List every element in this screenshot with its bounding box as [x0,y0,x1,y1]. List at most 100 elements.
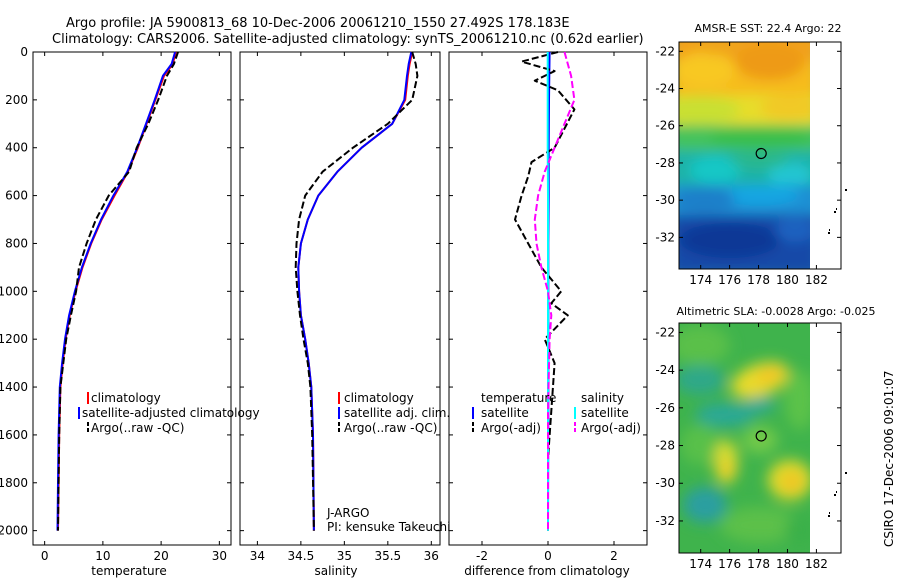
salinity-legend: climatology satellite adj. clim. Argo(..… [338,391,450,435]
map-x-tick-label: 182 [805,273,828,287]
map-y-tick-label: -30 [655,476,675,490]
map-y-tick-label: -22 [655,44,675,58]
map-y-tick-label: -24 [655,82,675,96]
series-line-satellite-adj-clim- [297,51,413,531]
sst-heatmap [679,42,810,269]
difference-legend: temperature satellite Argo(-adj) salinit… [472,391,641,435]
sst-map-frame [678,41,842,270]
map-x-tick-label: 174 [689,557,712,571]
legend-sal-satellite-label: satellite [581,406,629,420]
map-y-tick-label: -26 [655,119,675,133]
temperature-ticks: 0 10 20 30 0 200 400 600 800 1000 1200 1400 1600 1800… [0,45,231,563]
map-y-tick-label: -22 [655,325,675,339]
y-tick-label: 1600 [0,428,28,442]
sla-map-ticks: 174 176 178 180 182 -22 -24 -26 -28 -30 -32 [655,323,841,571]
legend-argo-label: Argo(..raw -QC) [344,421,437,435]
y-tick-label: 800 [5,236,28,250]
legend-sal-argo-label: Argo(-adj) [581,421,641,435]
temperature-xlabel: temperature [91,564,166,578]
legend-climatology-label: climatology [91,391,161,405]
map-x-tick-label: 182 [805,557,828,571]
legend-temp-satellite-label: satellite [481,406,529,420]
map-x-tick-label: 178 [747,273,770,287]
annotation-program: J-ARGO [326,506,369,520]
difference-ticks: -2 0 2 [449,51,647,563]
map-x-tick-label: 178 [747,557,770,571]
series-line-salinity-argo-adj- [533,51,576,531]
y-tick-label: 0 [20,45,28,59]
figure-title-line2: Climatology: CARS2006. Satellite-adjuste… [52,32,644,47]
series-line-temperature-argo-adj- [514,51,576,531]
sla-map-title: Altimetric SLA: -0.0028 Argo: -0.025 [677,305,876,318]
difference-series [514,51,576,531]
legend-salinity-title: salinity [581,391,624,405]
x-tick-label: -2 [476,549,488,563]
x-tick-label: 34.5 [288,549,315,563]
map-y-tick-label: -28 [655,156,675,170]
y-tick-label: 1800 [0,476,28,490]
legend-climatology-label: climatology [344,391,414,405]
y-tick-label: 1200 [0,332,28,346]
x-tick-label: 30 [212,549,227,563]
map-y-tick-label: -26 [655,401,675,415]
x-tick-label: 35 [337,549,352,563]
x-tick-label: 20 [153,549,168,563]
argo-location-marker [755,430,767,442]
salinity-panel: 34 34.5 35 35.5 36 salinity climatology sate… [239,51,450,578]
x-tick-label: 36 [424,549,439,563]
map-x-tick-label: 174 [689,273,712,287]
x-tick-label: 10 [95,549,110,563]
map-x-tick-label: 176 [718,273,741,287]
sla-heatmap [679,323,810,553]
series-line-argo-raw-qc- [57,51,179,531]
figure-title-line1: Argo profile: JA 5900813_68 10-Dec-2006 … [66,16,570,31]
legend-temperature-title: temperature [481,391,556,405]
sst-map: AMSR-E SST: 22.4 Argo: 22 [655,22,847,287]
sst-map-ticks: 174 176 178 180 182 -22 -24 -26 -28 -30 -32 [655,42,841,287]
legend-satellite-label: satellite-adjusted climatology [82,406,260,420]
sst-map-title: AMSR-E SST: 22.4 Argo: 22 [694,22,841,35]
y-tick-label: 1400 [0,380,28,394]
map-x-tick-label: 180 [776,557,799,571]
y-tick-label: 200 [5,93,28,107]
x-tick-label: 35.5 [374,549,401,563]
argo-location-marker [755,147,767,160]
sla-map: Altimetric SLA: -0.0028 Argo: -0.025 [655,305,875,571]
temperature-plot-frame [32,51,232,546]
y-tick-label: 400 [5,141,28,155]
x-tick-label: 2 [610,549,618,563]
map-y-tick-label: -32 [655,514,675,528]
timestamp-side-text: CSIRO 17-Dec-2006 09:01:07 [882,370,896,547]
x-tick-label: 34 [250,549,265,563]
difference-xlabel: difference from climatology [464,564,630,578]
map-y-tick-label: -28 [655,439,675,453]
series-line-argo-raw-qc- [294,51,419,531]
island-dots [828,189,847,234]
y-tick-label: 2000 [0,524,28,538]
island-dots [828,472,847,517]
y-tick-label: 1000 [0,284,28,298]
map-y-tick-label: -30 [655,193,675,207]
map-x-tick-label: 176 [718,557,741,571]
temperature-panel: 0 10 20 30 0 200 400 600 800 1000 1200 1400 1600 1800… [0,45,260,578]
salinity-plot-frame [239,51,441,546]
map-y-tick-label: -32 [655,230,675,244]
salinity-series [294,51,419,531]
x-tick-label: 0 [41,549,49,563]
difference-panel: -2 0 2 difference from climatology tempera… [448,51,648,578]
salinity-xlabel: salinity [314,564,357,578]
sla-map-frame [678,322,842,554]
y-tick-label: 600 [5,189,28,203]
map-x-tick-label: 180 [776,273,799,287]
legend-satellite-label: satellite adj. clim. [344,406,450,420]
salinity-ticks: 34 34.5 35 35.5 36 [240,51,440,563]
legend-temp-argo-label: Argo(-adj) [481,421,541,435]
temperature-legend: climatology satellite-adjusted climatolo… [78,391,260,435]
map-y-tick-label: -24 [655,363,675,377]
temperature-series [56,51,179,531]
legend-argo-label: Argo(..raw -QC) [91,421,184,435]
x-tick-label: 0 [544,549,552,563]
series-line-climatology [297,51,414,531]
annotation-pi: PI: kensuke Takeuchi [327,520,450,534]
